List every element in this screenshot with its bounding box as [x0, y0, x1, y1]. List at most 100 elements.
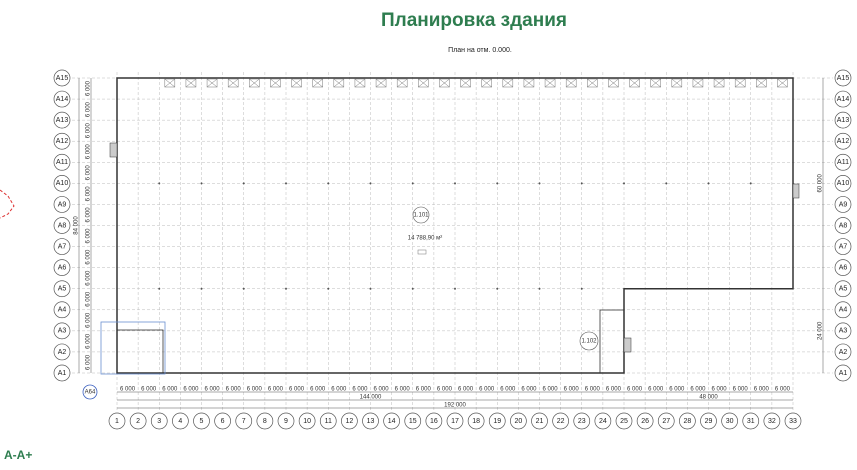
column — [369, 287, 372, 290]
hatch — [164, 78, 176, 88]
dimension-label: 6 000 — [374, 387, 390, 393]
column-bubble — [298, 412, 316, 430]
dimension-label: 6 000 — [86, 312, 92, 328]
hatch — [734, 78, 746, 88]
column — [369, 182, 372, 185]
column — [158, 287, 161, 290]
dimension-label: 6 000 — [564, 387, 580, 393]
column-bubble — [235, 412, 253, 430]
row-label: A6 — [839, 264, 848, 271]
stair-core — [599, 309, 625, 374]
dimension-label: 6 000 — [86, 165, 92, 181]
column-label: 2 — [136, 418, 140, 425]
dimension-label: 6 000 — [205, 387, 221, 393]
column — [285, 287, 287, 290]
row-bubble — [834, 280, 852, 298]
row-label: A5 — [839, 286, 848, 293]
dimension-label: 6 000 — [86, 249, 92, 265]
row-bubble — [834, 90, 852, 108]
column — [327, 182, 330, 185]
column-bubble — [615, 412, 633, 430]
row-bubble — [834, 259, 852, 276]
dimension-label: 6 000 — [331, 387, 347, 393]
dimension-label: 84 000 — [74, 216, 80, 235]
row-label: A15 — [56, 75, 69, 82]
hatch — [629, 78, 640, 88]
column — [749, 182, 752, 185]
hatch-cross — [460, 78, 471, 88]
column-bubble — [573, 412, 591, 430]
hatch-cross — [756, 78, 767, 88]
row-bubble — [834, 322, 852, 340]
dimension-label: 60 000 — [818, 174, 824, 193]
dimension-label: 6 000 — [500, 387, 516, 393]
dimension-label: 48 000 — [699, 395, 718, 401]
dimension-label: 6 000 — [120, 387, 136, 393]
column-bubble — [446, 412, 464, 430]
dimension-label: 6 000 — [669, 387, 685, 393]
dimension-label: 6 000 — [712, 387, 728, 393]
row-bubble — [834, 175, 852, 192]
column — [454, 182, 456, 185]
row-label: A9 — [839, 201, 848, 208]
hatch-cross — [249, 78, 260, 88]
column-bubble — [552, 412, 569, 430]
row-bubble — [53, 217, 71, 234]
dimension-label: 6 000 — [86, 123, 92, 139]
row-bubble — [53, 111, 71, 129]
row-bubble — [53, 153, 71, 171]
row-label: A3 — [58, 328, 67, 335]
row-label: A12 — [56, 138, 69, 145]
hatch-cross — [735, 78, 746, 88]
row-bubble — [53, 301, 71, 319]
core — [116, 329, 164, 374]
column-label: 15 — [409, 418, 417, 425]
callout — [82, 384, 98, 400]
hatch-cross — [587, 78, 598, 88]
dimension-label: 6 000 — [86, 333, 92, 349]
column-label: 18 — [472, 418, 480, 425]
dimension-label: 6 000 — [310, 387, 326, 393]
column-label: 32 — [768, 418, 776, 425]
dimension-label: 144 000 — [360, 395, 382, 401]
column — [411, 287, 414, 290]
column-label: 6 — [221, 418, 225, 425]
section-label: A-A+ — [4, 448, 32, 462]
section-marker — [0, 189, 15, 219]
dimension-label: 6 000 — [86, 207, 92, 223]
hatch-cross — [206, 78, 218, 88]
row-bubble — [53, 196, 71, 213]
room-id: 1.102 — [581, 339, 597, 345]
hatch — [692, 78, 704, 88]
stair — [623, 337, 632, 353]
row-bubble — [53, 69, 71, 87]
dimension-label: 6 000 — [183, 387, 199, 393]
row-bubble — [834, 132, 852, 150]
hatch — [481, 78, 492, 88]
column — [580, 182, 583, 185]
hatch-cross — [608, 78, 619, 88]
dimension-label: 6 000 — [162, 387, 178, 393]
row-label: A4 — [58, 307, 67, 314]
dimension-label: 6 000 — [352, 387, 368, 393]
hatch-cross — [523, 78, 535, 88]
column-label: 16 — [430, 418, 438, 425]
row-bubble — [53, 364, 71, 382]
hatch — [608, 78, 619, 88]
dimension-label: 6 000 — [479, 387, 495, 393]
row-bubble — [834, 69, 852, 87]
hatch — [396, 78, 408, 88]
row-label: A14 — [837, 96, 850, 103]
hatch — [439, 78, 450, 88]
row-label: A7 — [58, 243, 67, 250]
hatch — [565, 78, 577, 88]
hatch — [502, 78, 514, 88]
dimension-label: 6 000 — [86, 80, 92, 96]
row-label: A11 — [837, 159, 849, 166]
column-label: 4 — [178, 418, 182, 425]
hatch — [418, 78, 429, 88]
row-label: A1 — [839, 370, 848, 377]
dimension-label: 6 000 — [86, 354, 92, 370]
dimension-label: 6 000 — [690, 387, 706, 393]
